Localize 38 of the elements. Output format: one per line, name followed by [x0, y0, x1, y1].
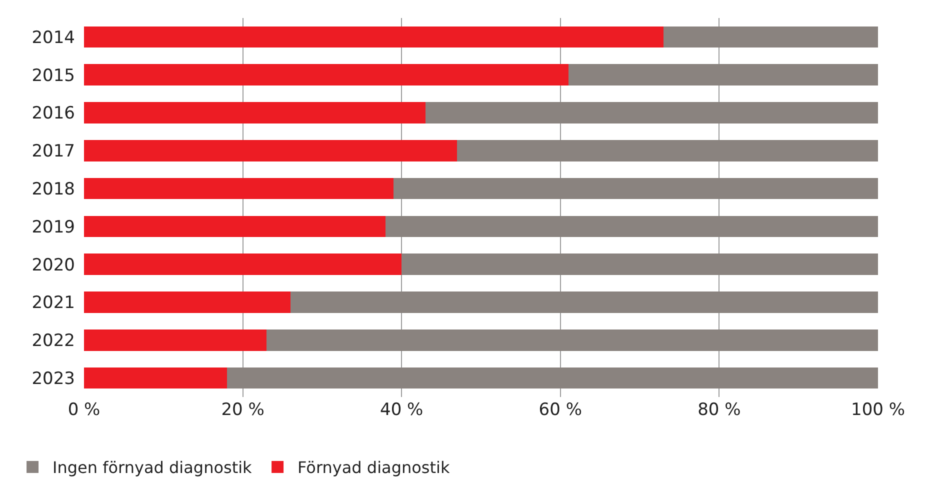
x-tick-label: 20 %: [221, 400, 264, 420]
y-tick-label: 2014: [32, 28, 75, 48]
y-tick-label: 2023: [32, 369, 75, 389]
legend-label: Ingen förnyad diagnostik: [52, 458, 253, 478]
y-tick-label: 2019: [32, 217, 75, 238]
bar: [84, 178, 394, 200]
bar: [394, 178, 878, 200]
bar: [568, 64, 878, 86]
bar: [457, 140, 878, 162]
x-tick-label: 60 %: [538, 400, 582, 420]
y-tick-label: 2016: [32, 104, 75, 124]
y-tick-label: 2017: [32, 142, 75, 162]
bar: [84, 367, 227, 389]
bar: [84, 330, 267, 351]
x-tick-label: 80 %: [698, 400, 741, 420]
bar: [386, 216, 878, 238]
bar: [266, 330, 878, 351]
bar: [425, 102, 878, 124]
x-tick-label: 100 %: [850, 400, 906, 420]
x-tick-label: 0 %: [68, 400, 100, 420]
bar: [402, 254, 878, 275]
bar: [84, 140, 458, 162]
y-tick-label: 2021: [32, 293, 75, 314]
y-tick-label: 2015: [32, 66, 75, 86]
bar: [84, 254, 402, 275]
bar: [84, 64, 568, 86]
legend-label: Förnyad diagnostik: [298, 458, 450, 478]
bar: [226, 367, 878, 389]
bar: [290, 292, 878, 313]
y-tick-label: 2020: [32, 255, 75, 276]
bar: [84, 26, 664, 48]
x-tick-label: 40 %: [380, 400, 424, 420]
bar: [664, 26, 878, 48]
bar: [84, 292, 290, 313]
bar: [84, 102, 426, 124]
y-tick-label: 2018: [32, 180, 75, 200]
bar: [84, 216, 386, 238]
y-tick-label: 2022: [32, 331, 75, 352]
